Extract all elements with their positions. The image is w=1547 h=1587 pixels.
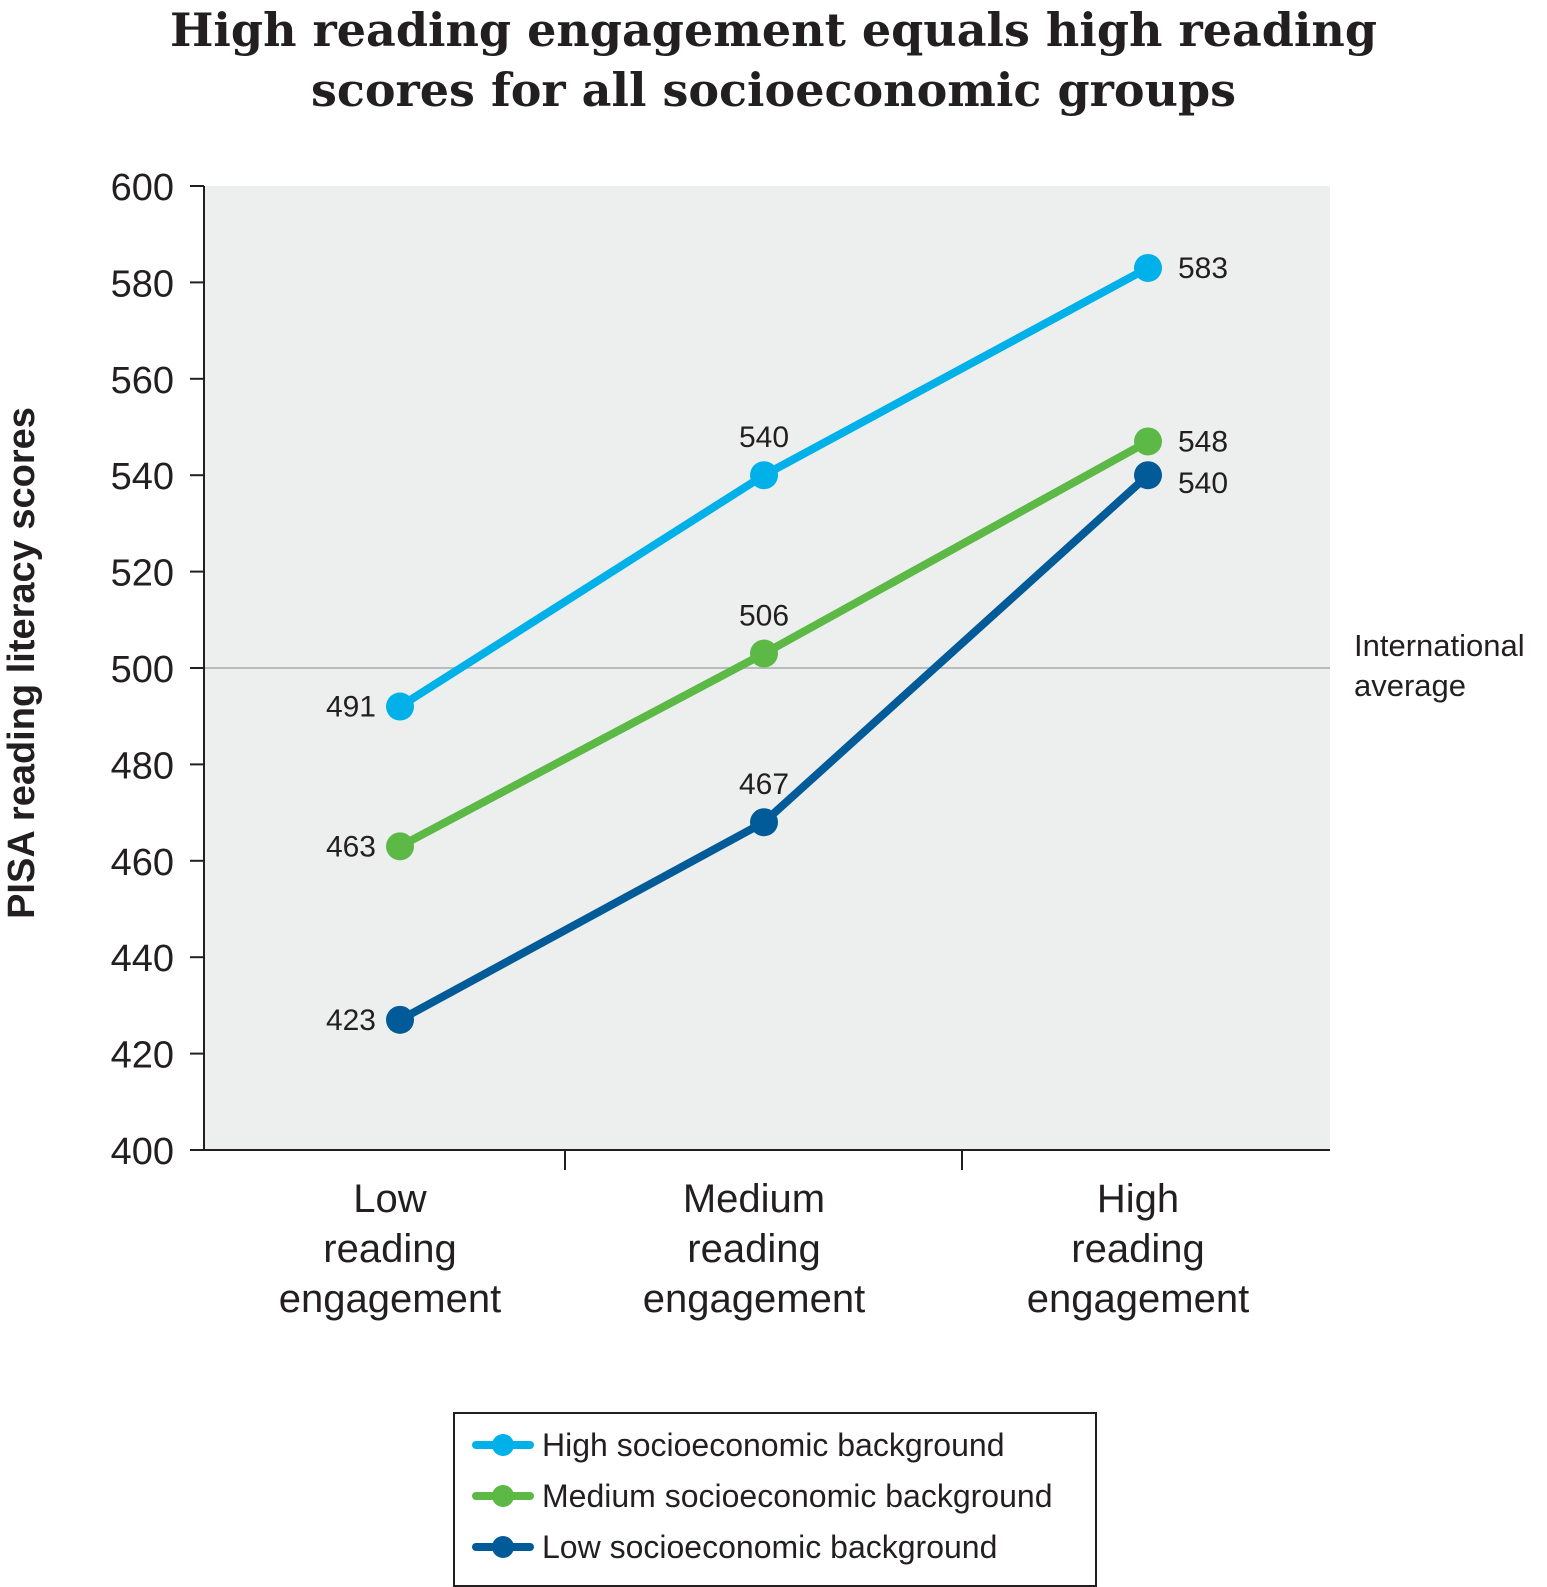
y-tick-label: 440 [111,938,174,980]
y-tick-label: 460 [111,842,174,884]
y-tick-label: 600 [111,167,174,209]
data-labels: 491 540 583 463 506 548 423 467 540 [326,252,1228,1037]
data-label: 548 [1178,425,1228,458]
legend-label: Low socioeconomic background [542,1529,997,1565]
y-tick-label: 480 [111,745,174,787]
x-category-label: engagement [279,1277,501,1321]
data-label: 540 [1178,467,1228,500]
x-category-label: High [1097,1177,1179,1221]
chart-title-line-1: High reading engagement equals high read… [169,3,1378,57]
legend-marker [492,1434,514,1456]
data-point [1134,253,1162,282]
chart-title: High reading engagement equals high read… [0,0,1547,120]
international-average-reference: International average [204,628,1525,703]
data-point [750,461,778,490]
x-category-label: engagement [643,1277,865,1321]
chart-title-line-2: scores for all socioeconomic groups [310,63,1237,117]
legend-marker [492,1485,514,1507]
data-label: 491 [326,691,376,724]
legend: High socioeconomic background Medium soci… [453,1412,1097,1587]
data-point [386,832,414,861]
x-category-label: reading [687,1227,820,1271]
data-label: 506 [739,600,789,633]
data-label: 467 [739,768,789,801]
y-tick-label: 560 [111,360,174,402]
y-tick-label: 420 [111,1035,174,1077]
data-label: 583 [1178,252,1228,285]
x-category-label: reading [323,1227,456,1271]
data-point [386,692,414,721]
x-category-label: Low [353,1177,426,1221]
legend-marker [492,1536,514,1558]
y-tick-label: 580 [111,263,174,305]
data-point [1134,461,1162,490]
axes: 400 420 440 460 480 500 520 540 560 580 600 PISA re… [1,167,1330,1321]
y-axis-label: PISA reading literacy scores [1,407,43,919]
legend-box [453,1412,1097,1587]
legend-label: Medium socioeconomic background [542,1478,1052,1514]
y-tick-label: 400 [111,1131,174,1173]
data-point [386,1005,414,1034]
international-average-label: average [1354,668,1466,703]
international-average-label: International [1354,628,1525,663]
y-tick-label: 540 [111,456,174,498]
x-category-label: Medium [683,1177,825,1221]
series-lines [386,253,1162,1034]
data-label: 540 [739,421,789,454]
data-point [750,808,778,837]
data-point [1134,427,1162,456]
data-label: 423 [326,1004,376,1037]
legend-label: High socioeconomic background [542,1427,1004,1463]
x-category-label: engagement [1027,1277,1249,1321]
data-label: 463 [326,830,376,863]
y-tick-label: 520 [111,553,174,595]
data-point [750,639,778,668]
x-category-label: reading [1071,1227,1204,1271]
y-tick-label: 500 [111,649,174,691]
